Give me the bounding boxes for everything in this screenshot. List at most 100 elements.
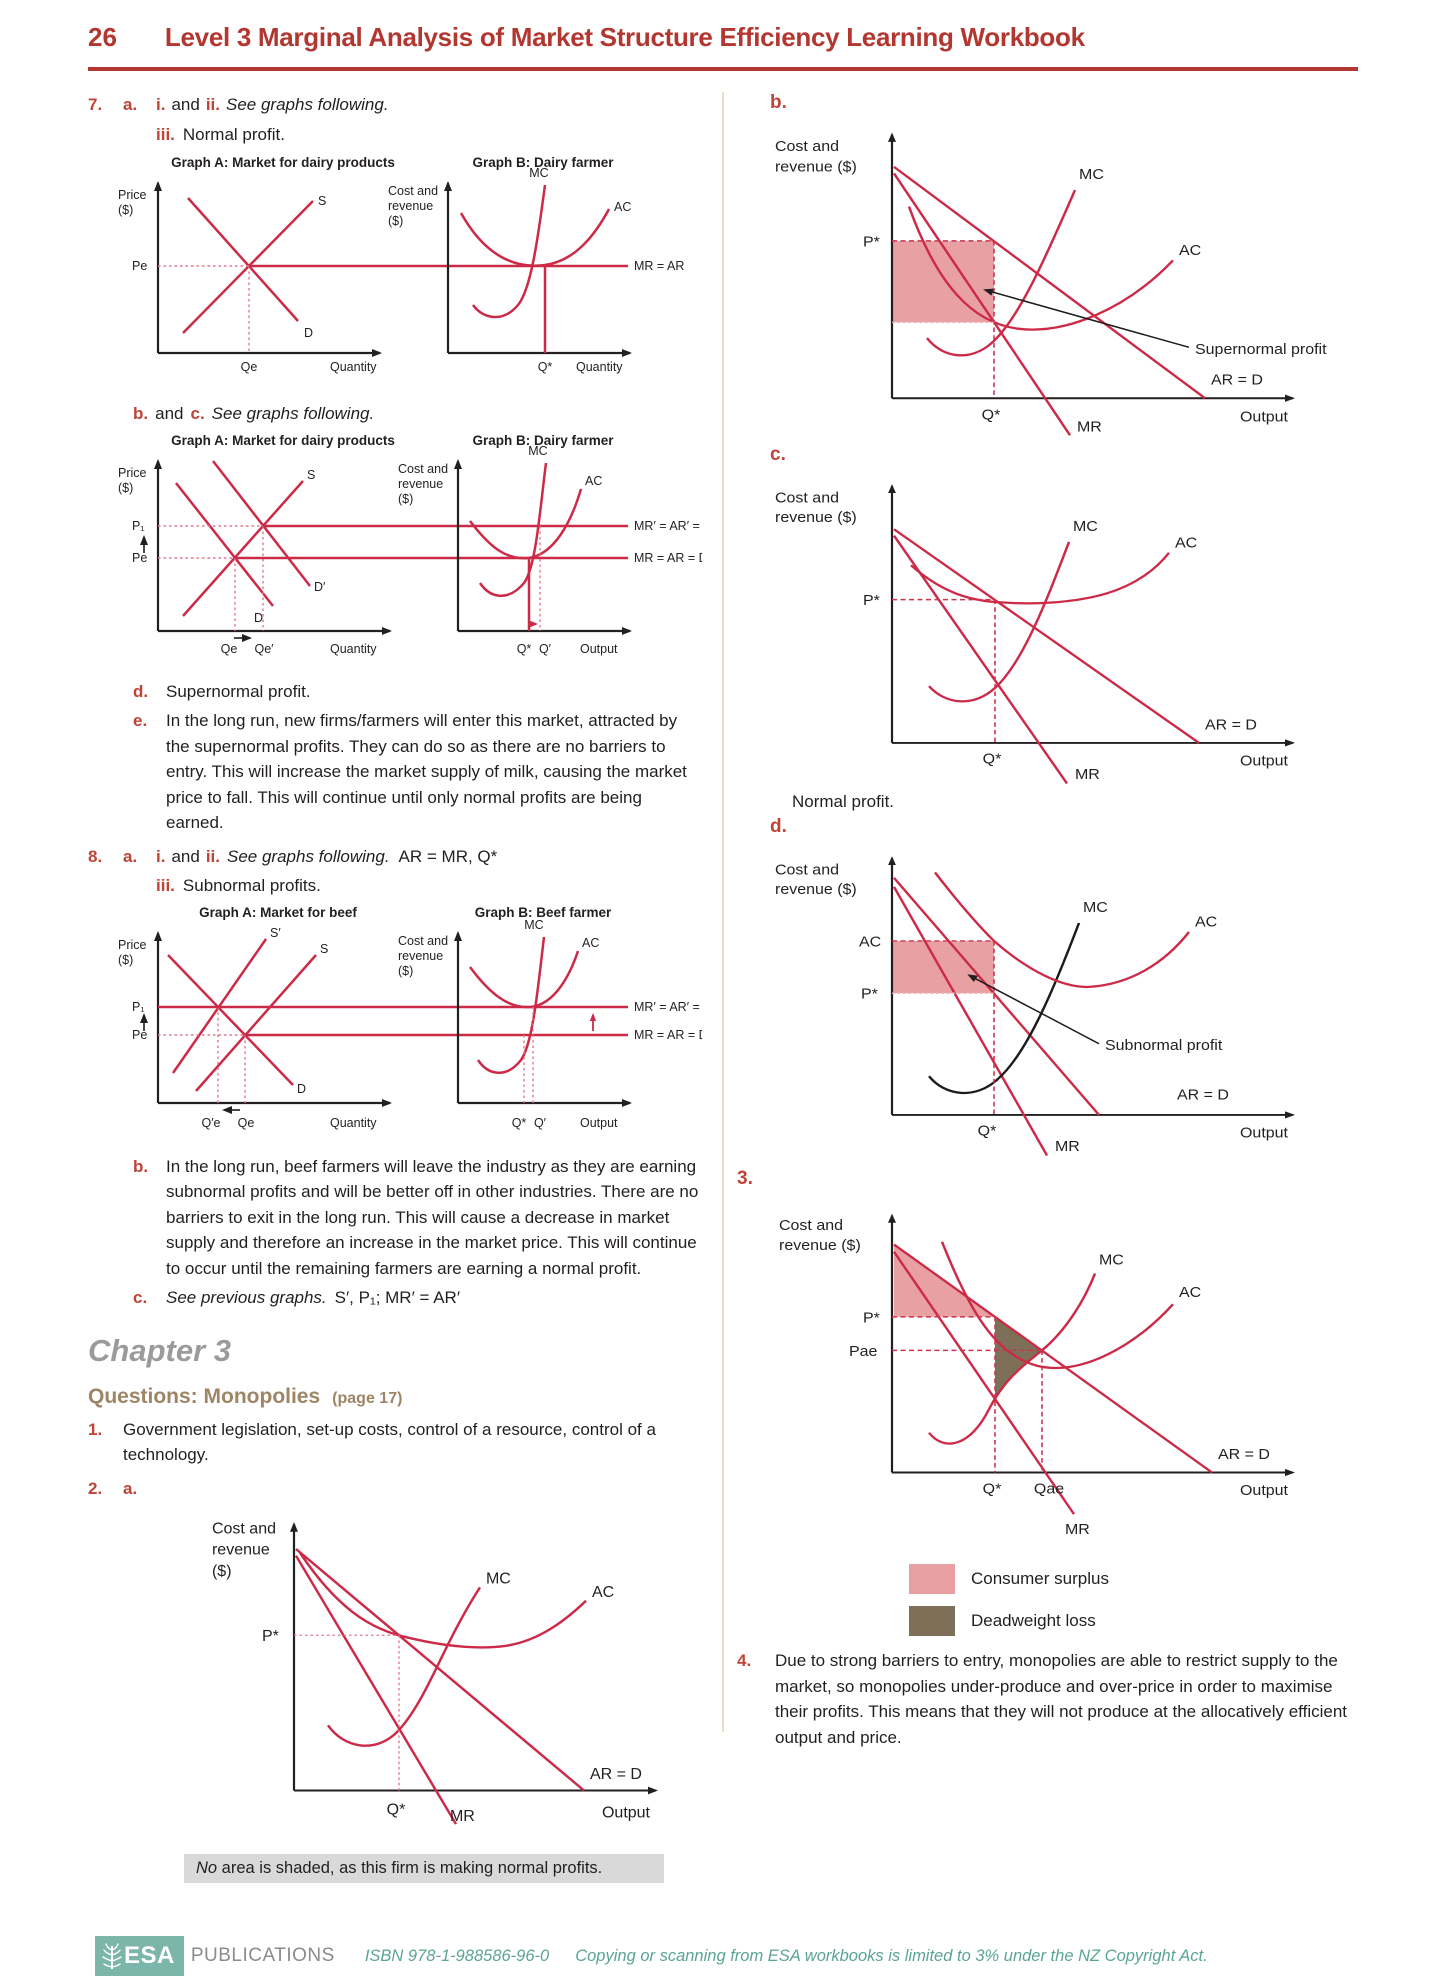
set1a-s-label: S bbox=[318, 194, 326, 208]
set3a-ylabel-1: Price bbox=[118, 938, 147, 952]
q7d-text: Supernormal profit. bbox=[166, 681, 311, 701]
set1b-ylabel-2: revenue bbox=[388, 199, 433, 213]
set2a-ylabel-1: Price bbox=[118, 466, 147, 480]
set2b-ylabel-1: Cost and bbox=[398, 462, 448, 476]
set1b-quantity-label: Quantity bbox=[576, 360, 623, 374]
q7a-ii-marker: ii. bbox=[205, 95, 220, 114]
set3a-quantity-label: Quantity bbox=[330, 1116, 377, 1130]
q7a-i-marker: i. bbox=[156, 95, 166, 114]
set1b-mc-label: MC bbox=[529, 166, 548, 180]
g2a-qstar-label: Q* bbox=[387, 1802, 406, 1819]
gb-mr-curve bbox=[892, 172, 1072, 436]
gd-mc-label: MC bbox=[1083, 900, 1108, 916]
gb-ylabel-1: Cost and bbox=[775, 139, 839, 155]
graph-3-monopoly-dwl: Cost and revenue ($) AR = D MR MC AC P* … bbox=[779, 1213, 1295, 1538]
note-text: area is shaded, as this firm is making n… bbox=[217, 1859, 603, 1877]
set2b-mc-label: MC bbox=[528, 444, 547, 458]
set1b-ylabel-1: Cost and bbox=[388, 184, 438, 198]
q8a-and: and bbox=[171, 846, 200, 866]
right-column: b. Cost and revenue ($) AR = D MR MC AC … bbox=[737, 92, 1363, 1750]
set3b-output-label: Output bbox=[580, 1116, 618, 1130]
gc-ac-curve bbox=[910, 552, 1171, 605]
q7a-iii-marker: iii. bbox=[156, 124, 175, 144]
set3-title-b: Graph B: Beef farmer bbox=[475, 905, 612, 920]
set2b-mrprime-label: MR′ = AR′ = D′ bbox=[634, 519, 702, 533]
gd-mr-label: MR bbox=[1055, 1139, 1080, 1155]
set1a-ylabel-1: Price bbox=[118, 188, 147, 202]
gc-demand-curve bbox=[893, 528, 1200, 744]
gd-demand-curve bbox=[893, 877, 1100, 1116]
fern-icon bbox=[102, 1943, 122, 1969]
esa-text: ESA bbox=[124, 1942, 175, 1969]
g3-mc-curve bbox=[927, 1273, 1097, 1445]
q7a-and: and bbox=[171, 95, 200, 114]
set2a-pe-label: Pe bbox=[132, 551, 147, 565]
g2a-ar-d-label: AR = D bbox=[590, 1766, 642, 1783]
publications-text: PUBLICATIONS bbox=[190, 1945, 335, 1966]
g2a-output-label: Output bbox=[602, 1805, 651, 1822]
gd-ac-curve bbox=[933, 871, 1191, 989]
answer-8c: c. See previous graphs. S′, P₁; MR′ = AR… bbox=[88, 1285, 704, 1311]
set2a-demand-prime-curve bbox=[212, 459, 311, 587]
set2b-ac-curve bbox=[469, 488, 583, 559]
gd-mc-curve bbox=[927, 922, 1081, 1094]
set2b-mc-curve bbox=[478, 462, 548, 597]
set1a-pe-label: Pe bbox=[132, 259, 147, 273]
q8a-see-graphs: See graphs following. bbox=[227, 846, 390, 866]
set3a-pe-label: Pe bbox=[132, 1028, 147, 1042]
deadweight-loss-swatch bbox=[909, 1606, 955, 1636]
gc-mc-curve bbox=[928, 541, 1071, 703]
set3-title-a: Graph A: Market for beef bbox=[199, 905, 357, 920]
set3b-mr-label: MR = AR = D bbox=[634, 1028, 702, 1042]
set1b-mc-curve bbox=[471, 184, 547, 319]
gb-annotation-label: Supernormal profit bbox=[1195, 341, 1327, 357]
g3-demand-curve bbox=[893, 1243, 1213, 1474]
gd-ylabel-1: Cost and bbox=[775, 862, 839, 878]
questions-heading: Questions: Monopolies (page 17) bbox=[88, 1385, 704, 1409]
m1-text: Government legislation, set-up costs, co… bbox=[123, 1419, 656, 1465]
set2a-qe-label: Qe bbox=[221, 642, 238, 656]
gb-supernormal-area bbox=[892, 240, 994, 323]
set3a-qe-label: Qe bbox=[238, 1116, 255, 1130]
set2b-ylabel-2: revenue bbox=[398, 477, 443, 491]
q8c-tail: S′, P₁; MR′ = AR′ bbox=[334, 1288, 461, 1307]
g2a-mr-label: MR bbox=[450, 1808, 475, 1825]
gc-normal-profit-text: Normal profit. bbox=[792, 792, 895, 811]
g3-mr-curve bbox=[892, 1251, 1076, 1515]
set2a-dprime-label: D′ bbox=[314, 580, 326, 594]
page-footer: ESA PUBLICATIONS ISBN 978-1-988586-96-0 … bbox=[95, 1936, 1208, 1976]
g3-ac-curve bbox=[940, 1241, 1174, 1370]
graph-set2-dairy-entry: Graph A: Market for dairy products Graph… bbox=[118, 433, 702, 656]
set1a-ylabel-2: ($) bbox=[118, 203, 133, 217]
gc-ylabel-2: revenue ($) bbox=[775, 510, 857, 526]
m3-number: 3. bbox=[737, 1168, 753, 1189]
g3-qae-label: Qae bbox=[1034, 1481, 1064, 1497]
set3b-qprime-label: Q′ bbox=[534, 1116, 547, 1130]
set3a-qeprime-label: Q′e bbox=[201, 1116, 220, 1130]
q7e-text: In the long run, new firms/farmers will … bbox=[166, 711, 687, 832]
g3-ylabel-2: revenue ($) bbox=[779, 1238, 861, 1254]
set3a-sprime-label: S′ bbox=[270, 926, 281, 940]
set1a-d-label: D bbox=[304, 326, 313, 340]
gd-mr-curve bbox=[892, 886, 1049, 1157]
set3b-ac-curve bbox=[468, 950, 580, 1008]
answer-7a-iii: iii. Normal profit. bbox=[88, 122, 704, 148]
gb-ac-label: AC bbox=[1179, 242, 1201, 258]
set1a-qe-label: Qe bbox=[241, 360, 258, 374]
set2b-qstar-label: Q* bbox=[517, 642, 532, 656]
page-title: Level 3 Marginal Analysis of Market Stru… bbox=[164, 22, 1085, 52]
gc-mr-label: MR bbox=[1075, 767, 1100, 783]
set3b-mrprime-label: MR′ = AR′ = D′ bbox=[634, 1000, 702, 1014]
gc-ac-label: AC bbox=[1175, 535, 1197, 551]
q2b-marker: b. bbox=[770, 92, 787, 113]
set2b-ylabel-3: ($) bbox=[398, 492, 413, 506]
answer-m4: 4. Due to strong barriers to entry, mono… bbox=[737, 1648, 1363, 1750]
set3b-ylabel-1: Cost and bbox=[398, 934, 448, 948]
gd-ac-axis-label: AC bbox=[859, 934, 881, 950]
set3b-ac-label: AC bbox=[582, 936, 599, 950]
g2a-demand-curve bbox=[295, 1548, 585, 1792]
m4-text: Due to strong barriers to entry, monopol… bbox=[775, 1651, 1347, 1747]
esa-logo: ESA bbox=[95, 1936, 184, 1976]
gb-output-label: Output bbox=[1240, 409, 1289, 425]
set3a-supply-curve bbox=[195, 953, 317, 1092]
